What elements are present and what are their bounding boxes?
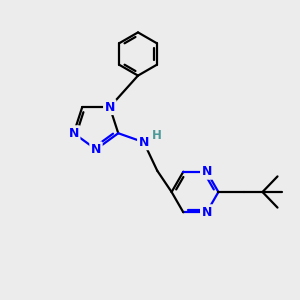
Text: H: H <box>152 129 162 142</box>
Text: N: N <box>69 127 79 140</box>
Text: N: N <box>202 165 212 178</box>
Text: N: N <box>91 143 101 156</box>
Text: N: N <box>202 206 212 219</box>
Text: N: N <box>139 136 149 149</box>
Text: N: N <box>105 100 115 114</box>
